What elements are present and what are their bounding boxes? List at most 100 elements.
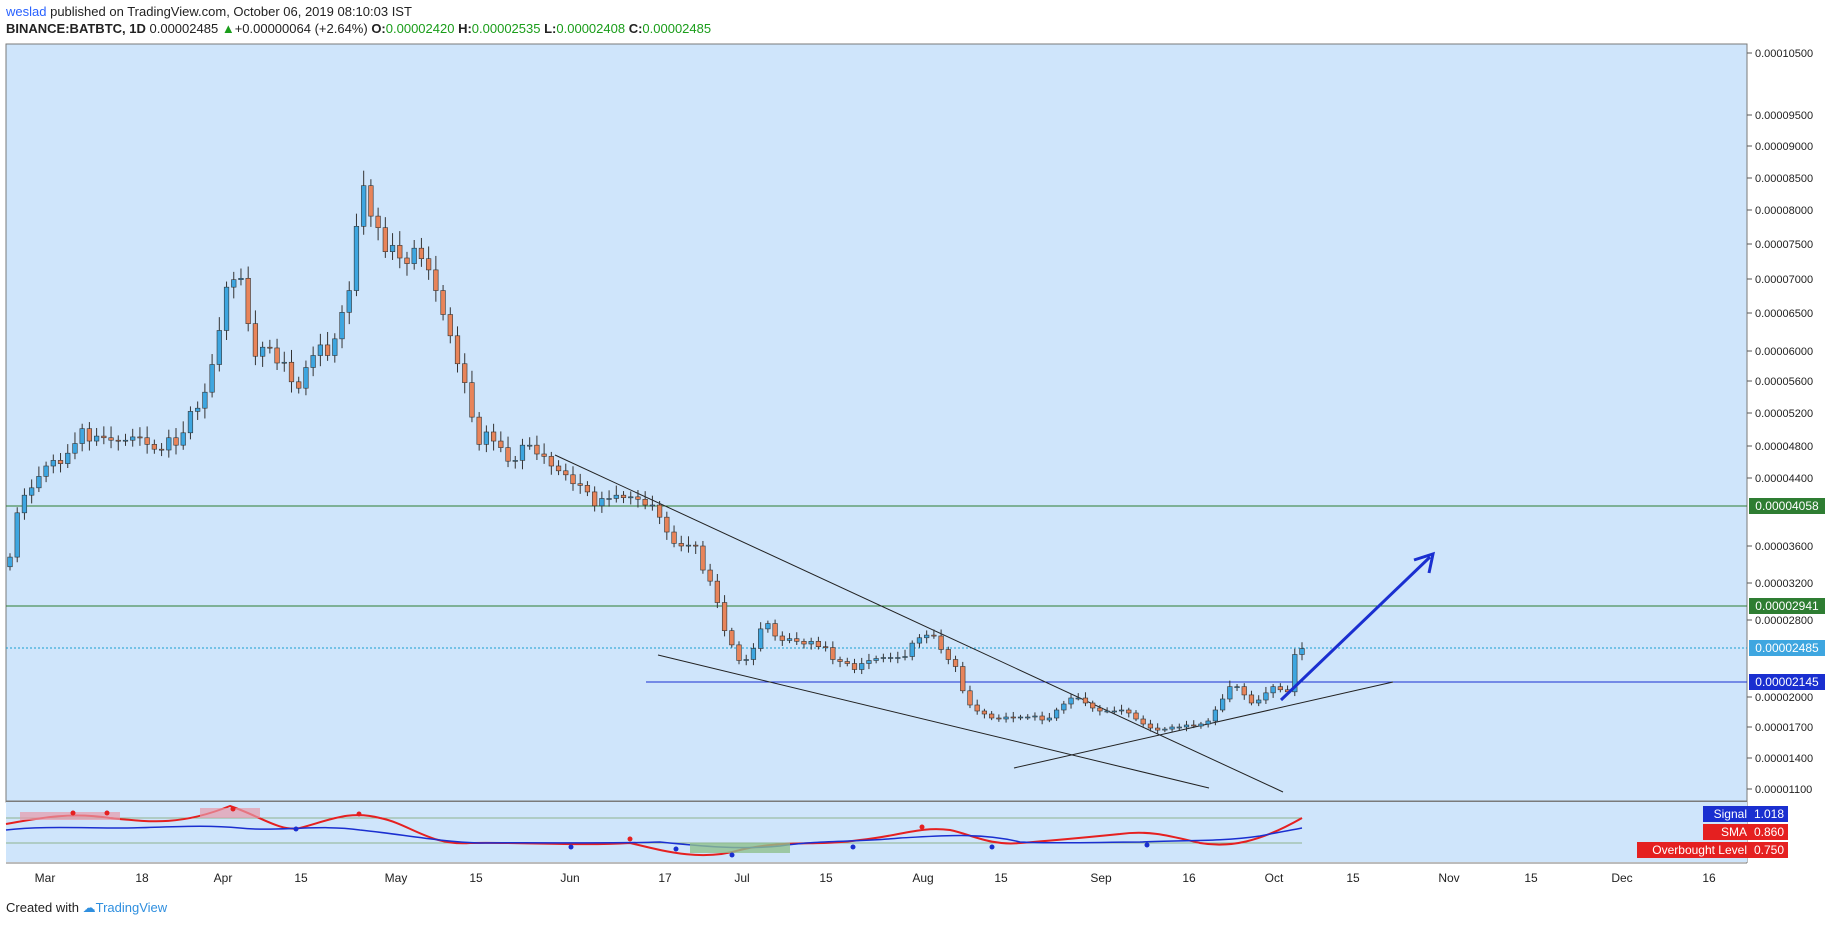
projection-arrow[interactable]	[1279, 555, 1432, 702]
candle-up[interactable]	[332, 338, 338, 356]
candle-up[interactable]	[765, 623, 771, 630]
candle-down[interactable]	[454, 335, 461, 365]
candle-down[interactable]	[368, 185, 374, 217]
candle-down[interactable]	[144, 437, 150, 445]
candle-down[interactable]	[498, 440, 504, 448]
candle-down[interactable]	[779, 635, 785, 641]
candle-up[interactable]	[613, 494, 619, 499]
candle-up[interactable]	[1176, 726, 1182, 729]
candle-up[interactable]	[1270, 686, 1276, 694]
tradingview-brand[interactable]: TradingView	[95, 900, 168, 915]
candle-up[interactable]	[166, 437, 172, 451]
candle-down[interactable]	[115, 439, 121, 442]
candle-down[interactable]	[274, 347, 280, 364]
candle-down[interactable]	[418, 247, 425, 259]
candle-up[interactable]	[1205, 720, 1211, 725]
candle-down[interactable]	[324, 344, 331, 356]
candle-down[interactable]	[577, 483, 583, 486]
candle-down[interactable]	[945, 649, 951, 660]
candle-up[interactable]	[130, 436, 136, 441]
candle-down[interactable]	[960, 666, 966, 692]
candle-up[interactable]	[14, 512, 20, 558]
candle-up[interactable]	[866, 660, 872, 664]
candle-down[interactable]	[375, 215, 381, 228]
candle-down[interactable]	[989, 713, 995, 719]
candle-down[interactable]	[938, 635, 944, 650]
candle-up[interactable]	[924, 634, 930, 639]
candle-down[interactable]	[1082, 697, 1089, 704]
candle-down[interactable]	[267, 346, 273, 349]
candle-down[interactable]	[1133, 712, 1139, 720]
candle-down[interactable]	[736, 644, 742, 661]
candle-down[interactable]	[476, 416, 482, 445]
candle-up[interactable]	[887, 657, 894, 659]
candle-up[interactable]	[209, 364, 215, 393]
candle-up[interactable]	[519, 444, 526, 461]
candle-down[interactable]	[974, 704, 980, 712]
candle-down[interactable]	[592, 491, 598, 507]
candle-down[interactable]	[245, 277, 251, 324]
candle-up[interactable]	[1061, 703, 1067, 711]
candle-down[interactable]	[657, 504, 663, 518]
candle-down[interactable]	[707, 569, 713, 582]
candle-up[interactable]	[808, 641, 814, 645]
candle-down[interactable]	[252, 323, 259, 357]
candle-up[interactable]	[122, 439, 129, 442]
candle-up[interactable]	[21, 494, 28, 514]
candle-down[interactable]	[700, 545, 706, 571]
candle-down[interactable]	[404, 257, 410, 264]
candle-down[interactable]	[729, 630, 735, 646]
candle-down[interactable]	[620, 494, 627, 498]
candle-down[interactable]	[772, 623, 778, 637]
candle-down[interactable]	[996, 717, 1002, 720]
author-link[interactable]: weslad	[6, 4, 47, 19]
candle-down[interactable]	[1090, 702, 1096, 709]
candle-up[interactable]	[303, 367, 309, 389]
candle-up[interactable]	[527, 444, 533, 447]
candle-down[interactable]	[1277, 686, 1283, 691]
candle-down[interactable]	[851, 663, 858, 670]
candle-up[interactable]	[1263, 692, 1269, 701]
candle-up[interactable]	[1017, 716, 1024, 719]
candle-up[interactable]	[1220, 698, 1226, 711]
candle-down[interactable]	[1140, 718, 1146, 725]
candle-down[interactable]	[158, 448, 165, 451]
candle-down[interactable]	[830, 647, 836, 660]
candle-up[interactable]	[216, 330, 222, 365]
candle-down[interactable]	[505, 447, 511, 462]
candle-down[interactable]	[967, 690, 973, 706]
candle-down[interactable]	[541, 453, 547, 457]
candle-up[interactable]	[902, 656, 908, 658]
candle-down[interactable]	[952, 659, 959, 667]
candle-up[interactable]	[880, 657, 886, 659]
candle-up[interactable]	[187, 411, 194, 434]
candle-up[interactable]	[238, 277, 244, 280]
candle-up[interactable]	[895, 657, 901, 659]
candle-down[interactable]	[555, 465, 562, 472]
candle-down[interactable]	[1191, 724, 1197, 727]
candle-down[interactable]	[490, 431, 497, 442]
candle-down[interactable]	[635, 496, 641, 500]
candle-down[interactable]	[570, 474, 576, 485]
candle-down[interactable]	[288, 361, 295, 383]
candle-up[interactable]	[1075, 697, 1081, 700]
candle-down[interactable]	[440, 290, 446, 315]
candle-down[interactable]	[1126, 709, 1132, 714]
candle-up[interactable]	[1053, 709, 1060, 719]
candle-down[interactable]	[671, 531, 677, 544]
candle-up[interactable]	[50, 460, 56, 467]
candle-up[interactable]	[1256, 699, 1262, 704]
candle-up[interactable]	[281, 361, 287, 364]
candle-up[interactable]	[1198, 723, 1204, 727]
candle-up[interactable]	[1292, 654, 1298, 693]
candle-up[interactable]	[909, 642, 915, 657]
candle-up[interactable]	[346, 290, 352, 313]
candle-down[interactable]	[173, 437, 179, 446]
tradingview-logo-icon[interactable]: ☁	[82, 900, 96, 915]
candle-up[interactable]	[1234, 686, 1240, 688]
candle-down[interactable]	[1039, 715, 1045, 721]
candle-up[interactable]	[1003, 716, 1009, 720]
candle-up[interactable]	[859, 663, 865, 670]
candle-up[interactable]	[1046, 717, 1052, 721]
